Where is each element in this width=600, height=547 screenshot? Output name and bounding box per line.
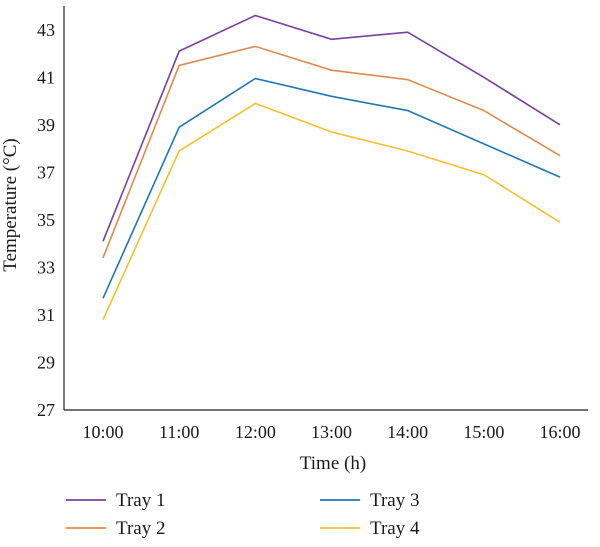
- x-tick-label: 14:00: [387, 422, 428, 442]
- legend-label-tray-3: Tray 3: [370, 490, 419, 511]
- x-tick-label: 12:00: [235, 422, 276, 442]
- x-tick-label: 13:00: [311, 422, 352, 442]
- legend-label-tray-4: Tray 4: [370, 518, 420, 539]
- y-tick-label: 41: [37, 67, 55, 87]
- series-line-tray-1: [102, 14, 561, 242]
- y-tick-label: 33: [37, 257, 55, 277]
- series-lines: [102, 14, 561, 321]
- y-tick-label: 43: [37, 20, 55, 40]
- y-axis-title: Temperature (°C): [0, 138, 21, 271]
- legend-label-tray-1: Tray 1: [116, 490, 165, 511]
- legend-label-tray-2: Tray 2: [116, 518, 165, 539]
- y-axis-ticks: 27 29 31 33 35 37 39 41 43: [37, 20, 55, 420]
- series-line-tray-4: [102, 102, 561, 321]
- x-tick-label: 15:00: [463, 422, 504, 442]
- x-tick-label: 11:00: [159, 422, 199, 442]
- x-tick-label: 10:00: [82, 422, 123, 442]
- y-tick-label: 29: [37, 352, 55, 372]
- chart-axes: [63, 6, 588, 411]
- y-tick-label: 39: [37, 115, 55, 135]
- series-line-tray-2: [102, 45, 561, 259]
- y-tick-label: 37: [37, 162, 55, 182]
- x-axis-ticks: 10:00 11:00 12:00 13:00 14:00 15:00 16:00: [82, 422, 580, 442]
- x-axis-title: Time (h): [300, 453, 366, 474]
- series-line-tray-3: [102, 77, 561, 299]
- y-tick-label: 31: [37, 305, 55, 325]
- x-tick-label: 16:00: [539, 422, 580, 442]
- y-tick-label: 27: [37, 400, 55, 420]
- legend: Tray 1 Tray 2 Tray 3 Tray 4: [66, 490, 420, 539]
- y-tick-label: 35: [37, 210, 55, 230]
